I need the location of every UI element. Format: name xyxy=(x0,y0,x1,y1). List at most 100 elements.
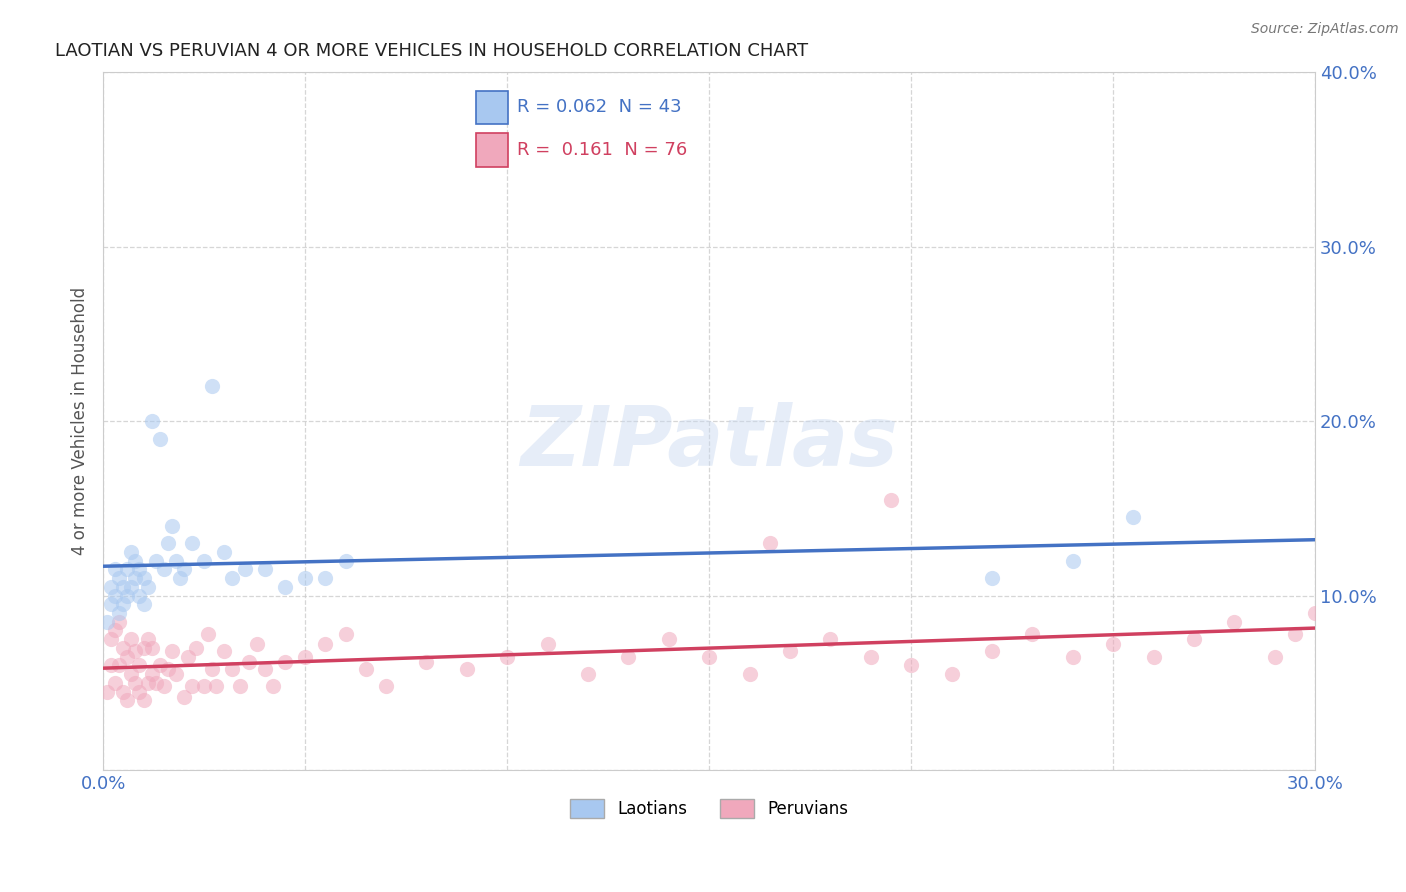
Point xyxy=(880,492,903,507)
Point xyxy=(294,571,316,585)
Point xyxy=(354,662,377,676)
Point xyxy=(314,571,336,585)
Point xyxy=(108,606,131,620)
Point xyxy=(120,545,142,559)
Point xyxy=(193,554,215,568)
Point xyxy=(177,649,200,664)
Text: Source: ZipAtlas.com: Source: ZipAtlas.com xyxy=(1251,22,1399,37)
Point xyxy=(238,655,260,669)
Point xyxy=(1264,649,1286,664)
Point xyxy=(738,667,761,681)
Point xyxy=(201,379,224,393)
Point xyxy=(274,580,297,594)
Point xyxy=(173,690,195,704)
Point xyxy=(156,662,179,676)
Point xyxy=(100,658,122,673)
Point xyxy=(149,658,172,673)
Point xyxy=(233,562,256,576)
Point xyxy=(229,679,252,693)
Point xyxy=(415,655,437,669)
Point xyxy=(128,562,150,576)
Point xyxy=(246,637,269,651)
Point xyxy=(100,597,122,611)
Point xyxy=(104,562,127,576)
Point xyxy=(335,554,357,568)
Point xyxy=(221,571,243,585)
Point xyxy=(1102,637,1125,651)
Point xyxy=(1142,649,1164,664)
Point xyxy=(900,658,922,673)
Point xyxy=(120,580,142,594)
Point xyxy=(136,580,159,594)
Point xyxy=(314,637,336,651)
Point xyxy=(132,693,155,707)
Point xyxy=(981,644,1004,658)
Point xyxy=(117,649,139,664)
Point xyxy=(253,562,276,576)
Point xyxy=(132,640,155,655)
Point xyxy=(141,640,163,655)
Point xyxy=(205,679,228,693)
Point xyxy=(536,637,558,651)
Point xyxy=(112,640,135,655)
Point xyxy=(104,589,127,603)
Point xyxy=(165,554,187,568)
Point xyxy=(96,615,118,629)
Point xyxy=(1284,627,1306,641)
Point xyxy=(169,571,191,585)
Text: LAOTIAN VS PERUVIAN 4 OR MORE VEHICLES IN HOUSEHOLD CORRELATION CHART: LAOTIAN VS PERUVIAN 4 OR MORE VEHICLES I… xyxy=(55,42,808,60)
Point xyxy=(124,571,146,585)
Point xyxy=(124,644,146,658)
Point xyxy=(941,667,963,681)
Point xyxy=(262,679,284,693)
Point xyxy=(181,679,204,693)
Point xyxy=(335,627,357,641)
Point xyxy=(149,432,172,446)
Point xyxy=(1062,554,1084,568)
Point xyxy=(658,632,681,647)
Point xyxy=(221,662,243,676)
Point xyxy=(141,414,163,428)
Point xyxy=(496,649,519,664)
Point xyxy=(132,597,155,611)
Point xyxy=(1303,606,1326,620)
Point xyxy=(156,536,179,550)
Point xyxy=(117,589,139,603)
Legend: Laotians, Peruvians: Laotians, Peruvians xyxy=(564,792,855,824)
Point xyxy=(576,667,599,681)
Point xyxy=(104,624,127,638)
Point xyxy=(253,662,276,676)
Point xyxy=(108,571,131,585)
Point xyxy=(181,536,204,550)
Point xyxy=(173,562,195,576)
Point xyxy=(617,649,640,664)
Point xyxy=(184,640,207,655)
Point xyxy=(859,649,882,664)
Point xyxy=(160,519,183,533)
Point xyxy=(128,658,150,673)
Point xyxy=(124,554,146,568)
Point xyxy=(1223,615,1246,629)
Point xyxy=(197,627,219,641)
Point xyxy=(117,562,139,576)
Point xyxy=(108,658,131,673)
Point xyxy=(1021,627,1043,641)
Point xyxy=(96,684,118,698)
Point xyxy=(981,571,1004,585)
Point xyxy=(214,644,236,658)
Point xyxy=(112,684,135,698)
Point xyxy=(145,554,167,568)
Point xyxy=(100,632,122,647)
Point xyxy=(124,675,146,690)
Point xyxy=(820,632,842,647)
Point xyxy=(374,679,396,693)
Point xyxy=(274,655,297,669)
Point xyxy=(141,667,163,681)
Point xyxy=(120,667,142,681)
Point xyxy=(779,644,801,658)
Point xyxy=(128,684,150,698)
Point xyxy=(152,562,174,576)
Point xyxy=(104,675,127,690)
Point xyxy=(456,662,478,676)
Point xyxy=(201,662,224,676)
